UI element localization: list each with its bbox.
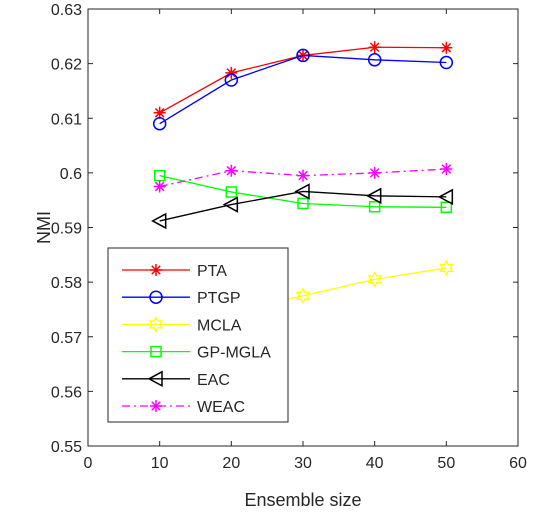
data-point bbox=[440, 163, 453, 176]
legend-item-pta: PTA bbox=[122, 263, 227, 280]
legend-item-eac: EAC bbox=[122, 370, 230, 389]
y-tick-label: 0.6 bbox=[60, 166, 82, 183]
data-point bbox=[440, 201, 453, 214]
legend-box bbox=[107, 247, 289, 423]
legend-marker bbox=[150, 264, 162, 276]
x-axis-label: Ensemble size bbox=[244, 490, 361, 510]
legend-marker bbox=[147, 370, 163, 388]
x-tick-label: 30 bbox=[294, 455, 312, 472]
series-line bbox=[159, 190, 447, 222]
legend-label: PTGP bbox=[197, 290, 241, 307]
x-tick-label: 50 bbox=[437, 455, 455, 472]
data-point bbox=[296, 48, 310, 63]
x-tick-label: 0 bbox=[84, 455, 93, 472]
data-point bbox=[224, 73, 239, 87]
data-point bbox=[295, 287, 311, 305]
legend-label: GP-MGLA bbox=[197, 345, 271, 362]
y-tick-label: 0.59 bbox=[51, 221, 82, 238]
y-tick-label: 0.58 bbox=[51, 275, 82, 292]
series-ptgp bbox=[152, 48, 454, 131]
data-point bbox=[297, 169, 309, 182]
data-point bbox=[367, 270, 382, 288]
data-point bbox=[368, 166, 381, 179]
data-point bbox=[439, 259, 454, 277]
x-tick-label: 10 bbox=[151, 455, 169, 472]
axes: 0 10 20 30 40 50 60 0.55 0.56 0.57 0.58 0.59 0.6 0.61… bbox=[51, 2, 527, 472]
data-point bbox=[151, 212, 167, 230]
legend: PTA PTGP MCLA GP-MGLA EAC WEAC bbox=[107, 247, 289, 423]
legend-marker bbox=[149, 290, 163, 304]
y-tick-label: 0.56 bbox=[51, 384, 82, 401]
x-tick-label: 20 bbox=[222, 455, 240, 472]
series-eac bbox=[151, 183, 454, 230]
data-point bbox=[367, 53, 382, 67]
legend-label: EAC bbox=[197, 372, 230, 389]
legend-marker bbox=[150, 345, 162, 358]
data-point bbox=[294, 183, 310, 200]
data-point bbox=[440, 41, 453, 54]
series-weac bbox=[153, 163, 453, 193]
legend-item-gp-mgla: GP-MGLA bbox=[122, 345, 271, 362]
data-point bbox=[225, 66, 238, 79]
data-point bbox=[437, 188, 454, 206]
x-tick-label: 60 bbox=[509, 455, 527, 472]
legend-item-ptgp: PTGP bbox=[122, 290, 241, 307]
data-point bbox=[366, 187, 382, 205]
series-line bbox=[159, 54, 447, 125]
y-axis-label: NMI bbox=[34, 211, 54, 244]
y-tick-label: 0.55 bbox=[51, 439, 82, 456]
x-tick-label: 40 bbox=[366, 455, 384, 472]
legend-item-weac: WEAC bbox=[122, 399, 245, 416]
data-point bbox=[439, 55, 454, 70]
data-point bbox=[368, 200, 381, 213]
data-point bbox=[368, 41, 381, 54]
series-layer bbox=[151, 41, 454, 335]
data-point bbox=[225, 164, 238, 177]
series-line bbox=[159, 174, 447, 208]
y-tick-label: 0.57 bbox=[51, 330, 82, 347]
legend-label: MCLA bbox=[197, 317, 242, 334]
legend-marker bbox=[148, 315, 164, 333]
legend-label: WEAC bbox=[197, 399, 245, 416]
data-point bbox=[153, 180, 166, 193]
y-tick-label: 0.63 bbox=[51, 2, 82, 19]
legend-item-mcla: MCLA bbox=[122, 315, 242, 334]
legend-marker bbox=[150, 400, 162, 412]
data-point bbox=[225, 186, 238, 198]
y-tick-label: 0.61 bbox=[51, 111, 82, 128]
data-point bbox=[297, 197, 309, 210]
data-point bbox=[153, 106, 166, 119]
data-point bbox=[152, 116, 167, 131]
y-tick-label: 0.62 bbox=[51, 57, 82, 74]
data-point bbox=[222, 196, 239, 213]
legend-label: PTA bbox=[197, 263, 227, 280]
